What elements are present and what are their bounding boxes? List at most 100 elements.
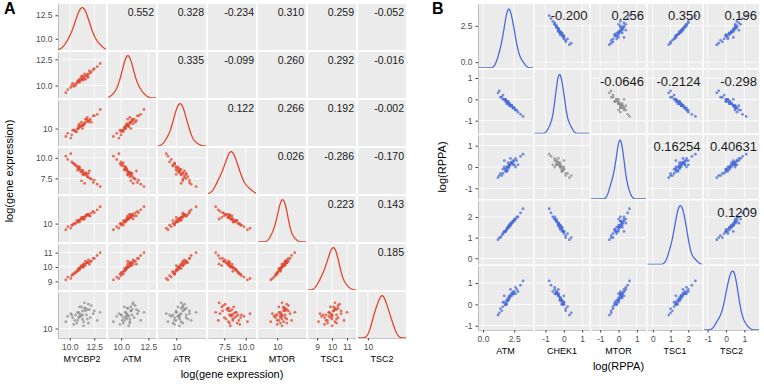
scatter-point [249,312,252,315]
scatter-point [73,319,76,322]
scatter-point [623,24,626,27]
tick-label: 10 [328,342,338,352]
scatter-point [173,323,176,326]
plot-area [208,152,256,194]
correlation-label: 0.256 [611,8,644,23]
scatter-point [84,307,87,310]
plot-area [165,251,198,281]
tick-mark [56,329,59,330]
scatter-point [269,320,272,323]
scatter-point [730,163,733,166]
plot-area [715,153,747,179]
scatter-point [93,211,96,214]
scatter-point [178,324,181,327]
cell [591,135,646,199]
cell [258,292,306,338]
scatter-point [132,122,135,125]
correlation-label: 0.350 [668,8,701,23]
cell-background [308,292,356,338]
scatter-point [112,228,115,231]
cell-background [108,196,156,242]
y-axis: 10 [43,197,58,243]
cell-background [308,196,356,242]
variable-name: TSC2 [370,354,393,364]
tick: 10.0 [113,338,130,352]
scatter-point [562,230,565,233]
scatter-point [225,213,228,216]
axis-line [58,197,59,243]
scatter-point [548,207,551,210]
scatter-point [277,270,280,273]
tick-mark [176,338,177,341]
scatter-point [332,305,335,308]
scatter-point [249,277,252,280]
scatter-point [76,127,79,130]
scatter-point [669,42,672,45]
grid-line [94,52,95,98]
scatter-point [186,175,189,178]
scatter-point [271,277,274,280]
grid-line [483,4,484,68]
scatter-point [93,310,96,313]
scatter-point [562,168,565,171]
scatter-point [228,322,231,325]
tick-mark [347,338,348,341]
scatter-point [723,38,726,41]
cell-background [591,4,646,68]
correlation-label: 0.196 [724,8,757,23]
scatter-point [678,32,681,35]
scatter-point [81,266,84,269]
scatter-point [728,166,731,169]
tick: -1 [465,116,478,126]
correlation-label: 0.328 [178,6,204,18]
scatter-point [615,98,618,101]
grid [648,4,703,68]
tick-mark [224,338,225,341]
scatter-point [186,318,189,321]
grid-line [514,201,515,265]
cell: 0.256 [591,4,646,68]
scatter-point [331,314,334,317]
scatter-point [220,305,223,308]
scatter-point [76,319,79,322]
scatter-point [334,301,337,304]
scatter-point [232,305,235,308]
scatter-point [522,115,525,118]
scatter-point [178,266,181,269]
grid-line [224,292,225,338]
x-axis: 91011 [309,338,357,352]
correlation-label: -0.052 [374,6,404,18]
grid-line [582,70,583,134]
correlation-label: -0.200 [551,8,588,23]
plot-area [548,207,573,241]
tick-label: 10.0 [113,342,130,352]
scatter-point [143,185,146,188]
x-axis: 10.012.5 [109,338,158,352]
tick-mark [56,224,59,225]
scatter-point [71,82,74,85]
scatter-point [132,218,135,221]
scatter-point [217,319,220,322]
scatter-point [190,183,193,186]
scatter-point [507,226,510,229]
cell-background [308,100,356,146]
scatter-point [81,318,84,321]
correlation-label: 0.310 [278,6,304,18]
scatter-point [562,35,565,38]
grid [58,196,106,242]
scatter-point [734,104,737,107]
scatter-point [685,24,688,27]
tick: 10.0 [36,81,58,91]
scatter-point [195,311,198,314]
tick: 0 [468,162,478,172]
scatter-point [99,205,102,208]
scatter-point [561,170,564,173]
scatter-point [120,164,123,167]
cell: 0.143 [358,196,406,242]
scatter-point [70,161,73,164]
scatter-point [235,219,238,222]
cell-background [108,4,156,50]
scatter-point [277,305,280,308]
cell [478,70,533,134]
scatter-point [690,113,693,116]
